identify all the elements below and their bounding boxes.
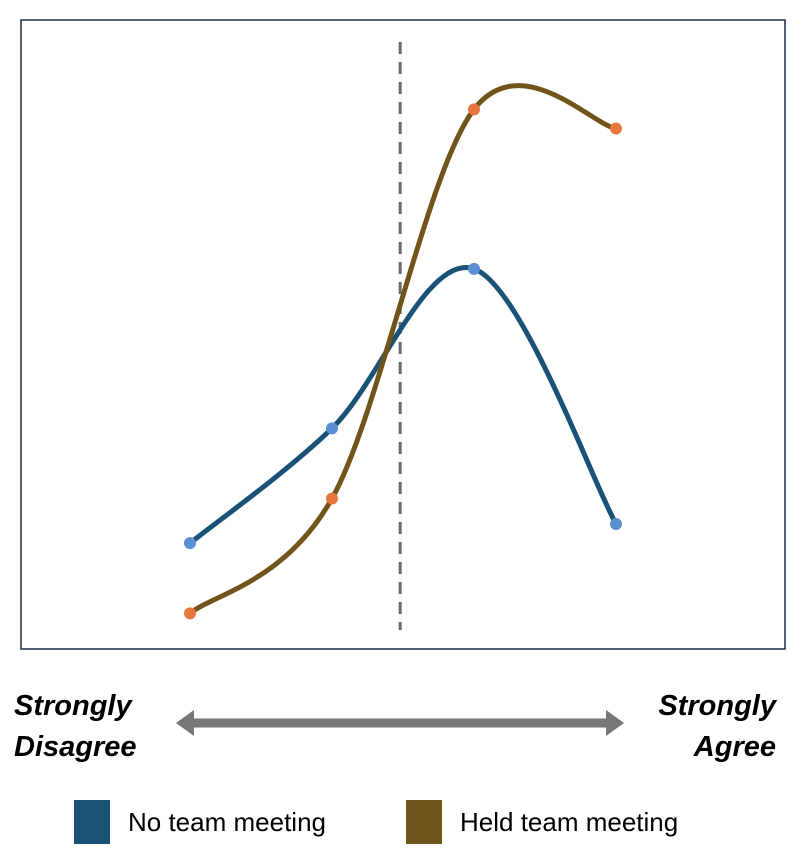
legend-label-held-team-meeting: Held team meeting (460, 806, 679, 837)
scale-label-left: Strongly Disagree (14, 686, 137, 768)
data-point-no-team-meeting-3 (468, 262, 480, 275)
scale-label-left-line2: Disagree (14, 731, 137, 763)
data-point-no-team-meeting-1 (184, 537, 196, 550)
legend-swatch-held-team-meeting (406, 800, 442, 844)
legend-item-no-team-meeting: No team meeting (74, 800, 326, 844)
data-point-no-team-meeting-2 (326, 422, 338, 435)
data-point-held-team-meeting-2 (326, 492, 338, 505)
legend-label-no-team-meeting: No team meeting (128, 806, 326, 837)
data-point-no-team-meeting-4 (610, 518, 622, 531)
data-point-held-team-meeting-4 (610, 122, 622, 135)
scale-label-right-line1: Strongly (658, 690, 776, 722)
data-point-held-team-meeting-1 (184, 607, 196, 620)
series-line-held-team-meeting (187, 83, 619, 616)
scale-label-right-line2: Agree (693, 731, 776, 763)
legend-item-held-team-meeting: Held team meeting (406, 800, 678, 844)
legend-swatch-no-team-meeting (74, 800, 110, 844)
series-line-no-team-meeting (187, 265, 619, 546)
scale-arrow (176, 710, 624, 736)
scale-label-left-line1: Strongly (14, 690, 132, 722)
plot-area-frame (20, 19, 786, 650)
data-point-held-team-meeting-3 (468, 103, 480, 116)
scale-label-right: Strongly Agree (658, 686, 776, 768)
